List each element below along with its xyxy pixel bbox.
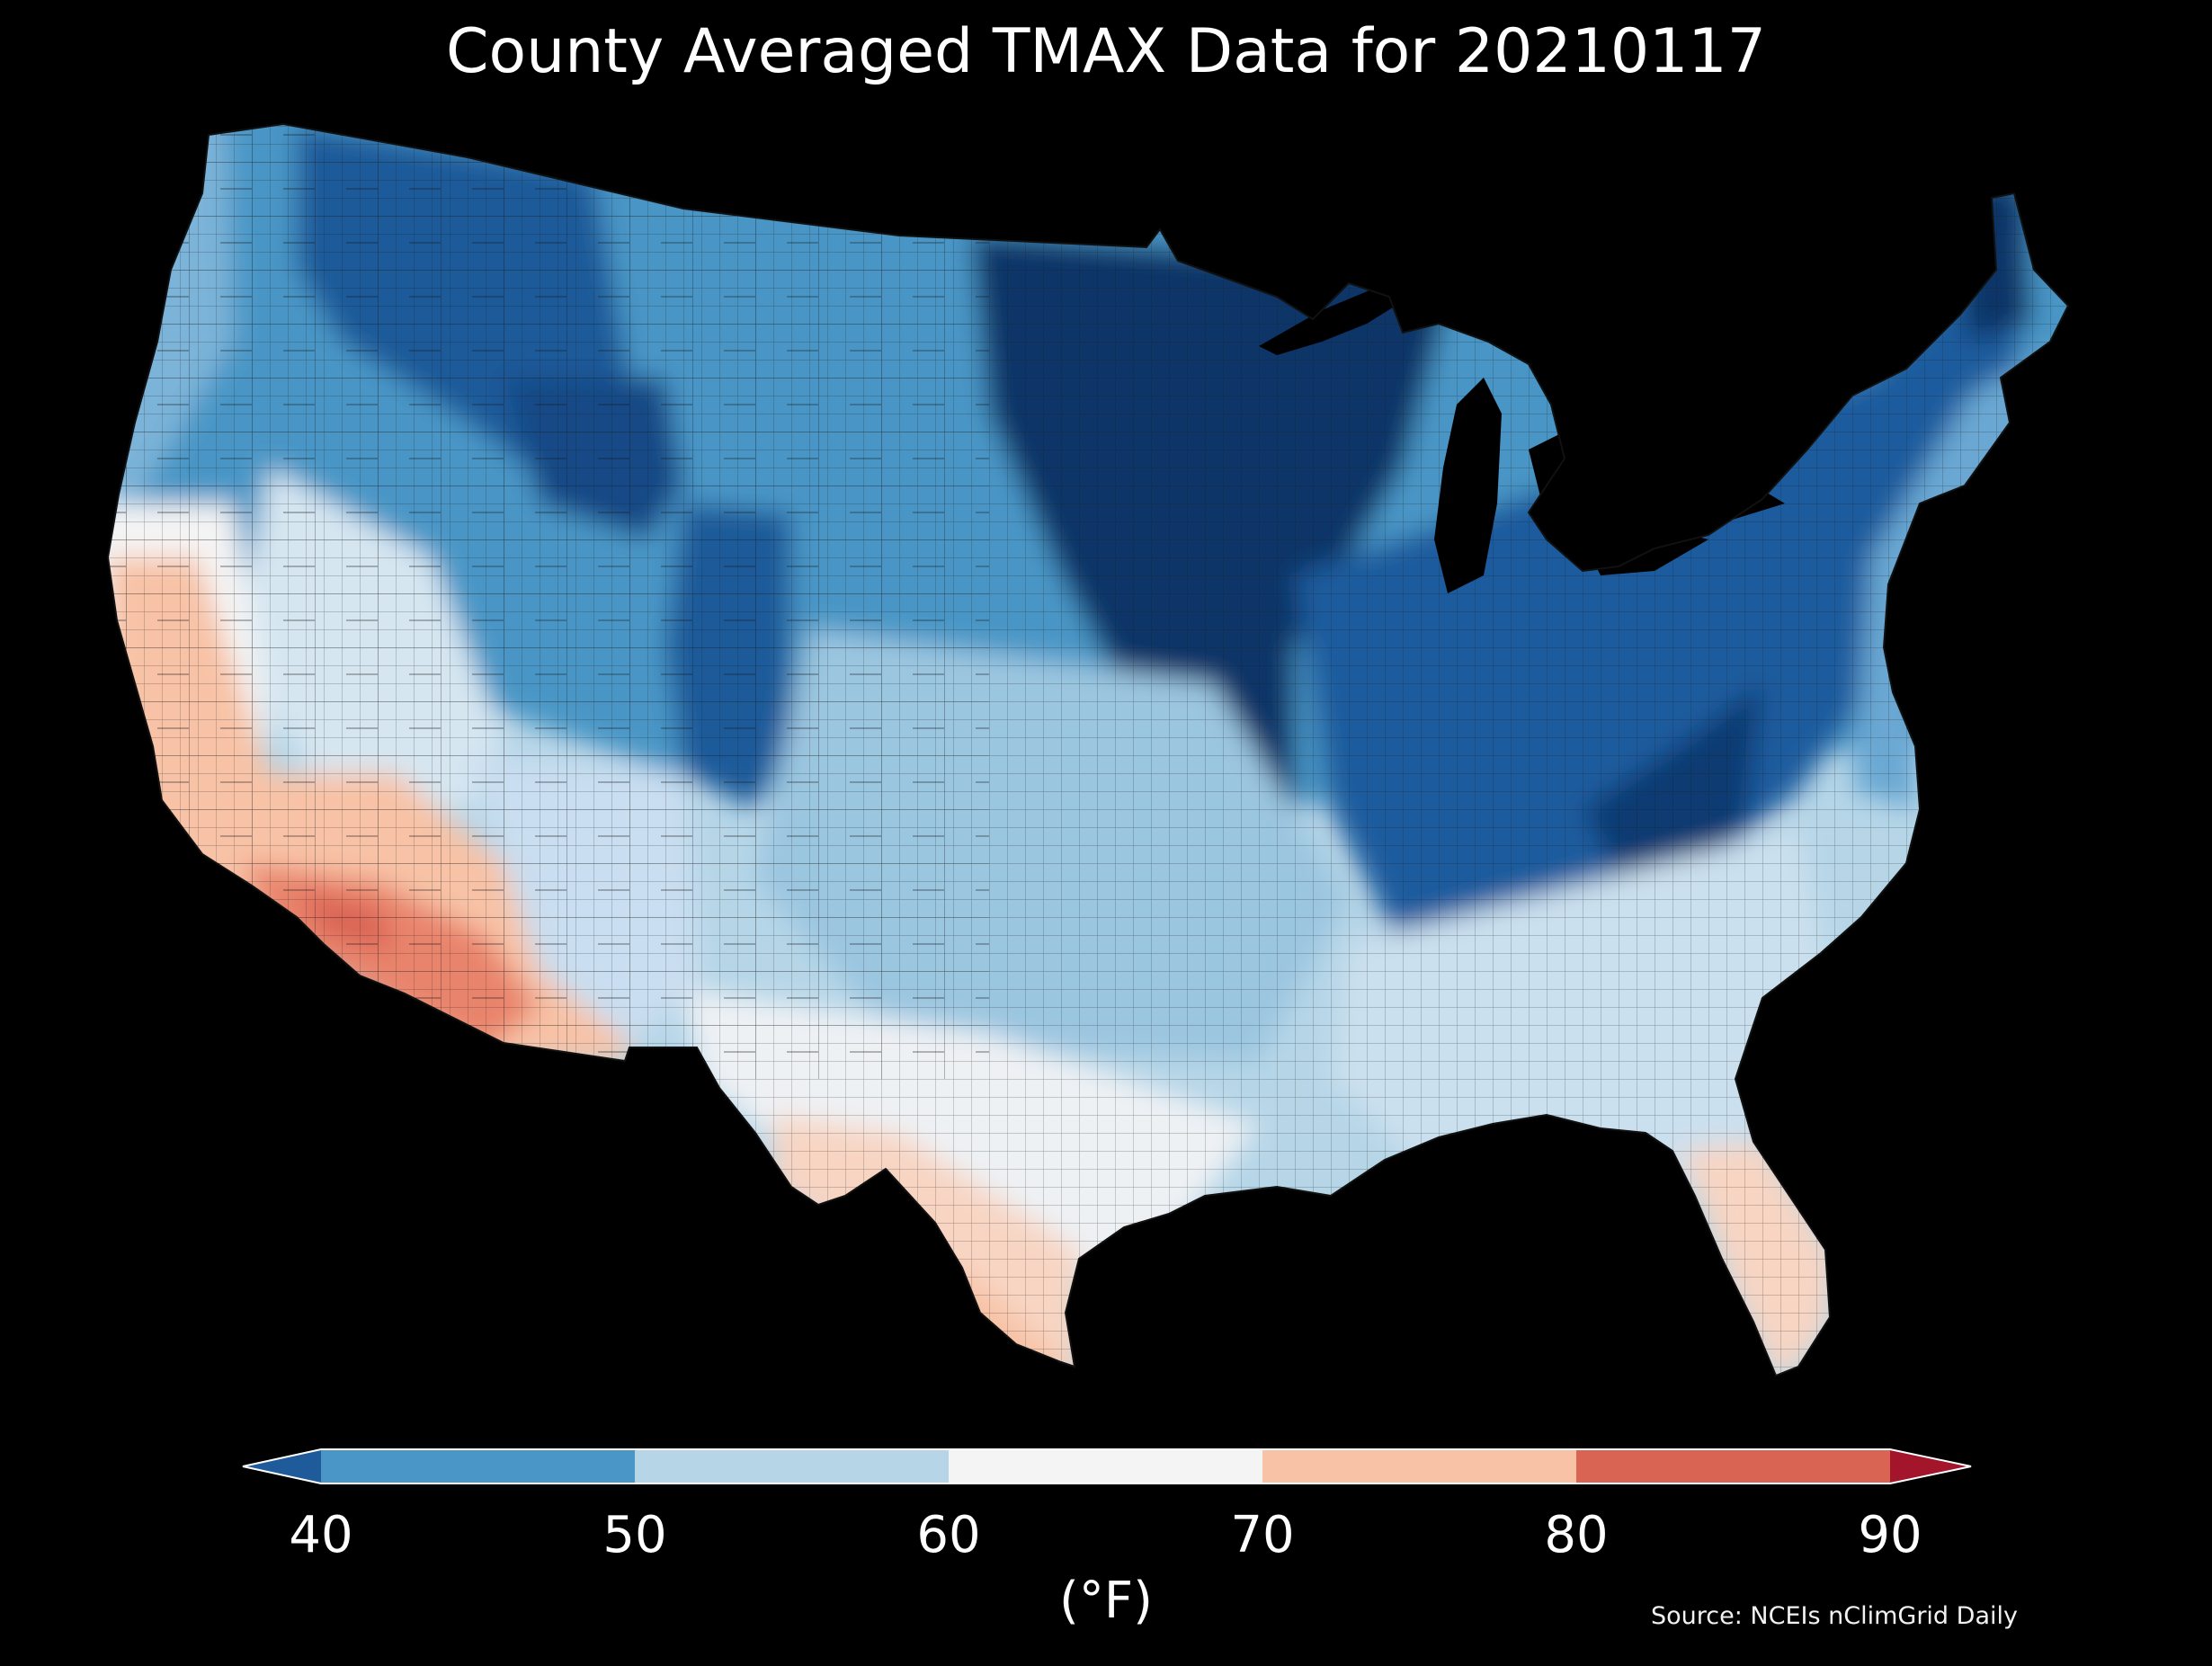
colorbar-bin-60-70 — [949, 1449, 1262, 1483]
colorbar-bin-40-50 — [321, 1449, 635, 1483]
colorbar-bin-70-80 — [1262, 1449, 1576, 1483]
colorbar-tick-label: 40 — [289, 1506, 353, 1564]
great-lakes — [1259, 288, 1785, 593]
colorbar — [242, 1448, 1972, 1484]
colorbar-bin-80-90 — [1576, 1449, 1890, 1483]
colorbar-tick-label: 70 — [1230, 1506, 1295, 1564]
map-title: County Averaged TMAX Data for 20210117 — [446, 16, 1766, 87]
colorbar-tick-label: 90 — [1858, 1506, 1922, 1564]
source-note: Source: NCEIs nClimGrid Daily — [1651, 1602, 2018, 1630]
colorbar-tick-label: 60 — [916, 1506, 981, 1564]
colorbar-tick-label: 80 — [1544, 1506, 1609, 1564]
colorbar-tick-label: 50 — [602, 1506, 667, 1564]
colorbar-unit-label: (°F) — [1059, 1572, 1153, 1630]
colorbar-extend-low — [243, 1449, 321, 1483]
colorbar-bin-50-60 — [635, 1449, 949, 1483]
colorbar-outline — [242, 1448, 1972, 1484]
colorbar-extend-high — [1890, 1449, 1971, 1483]
